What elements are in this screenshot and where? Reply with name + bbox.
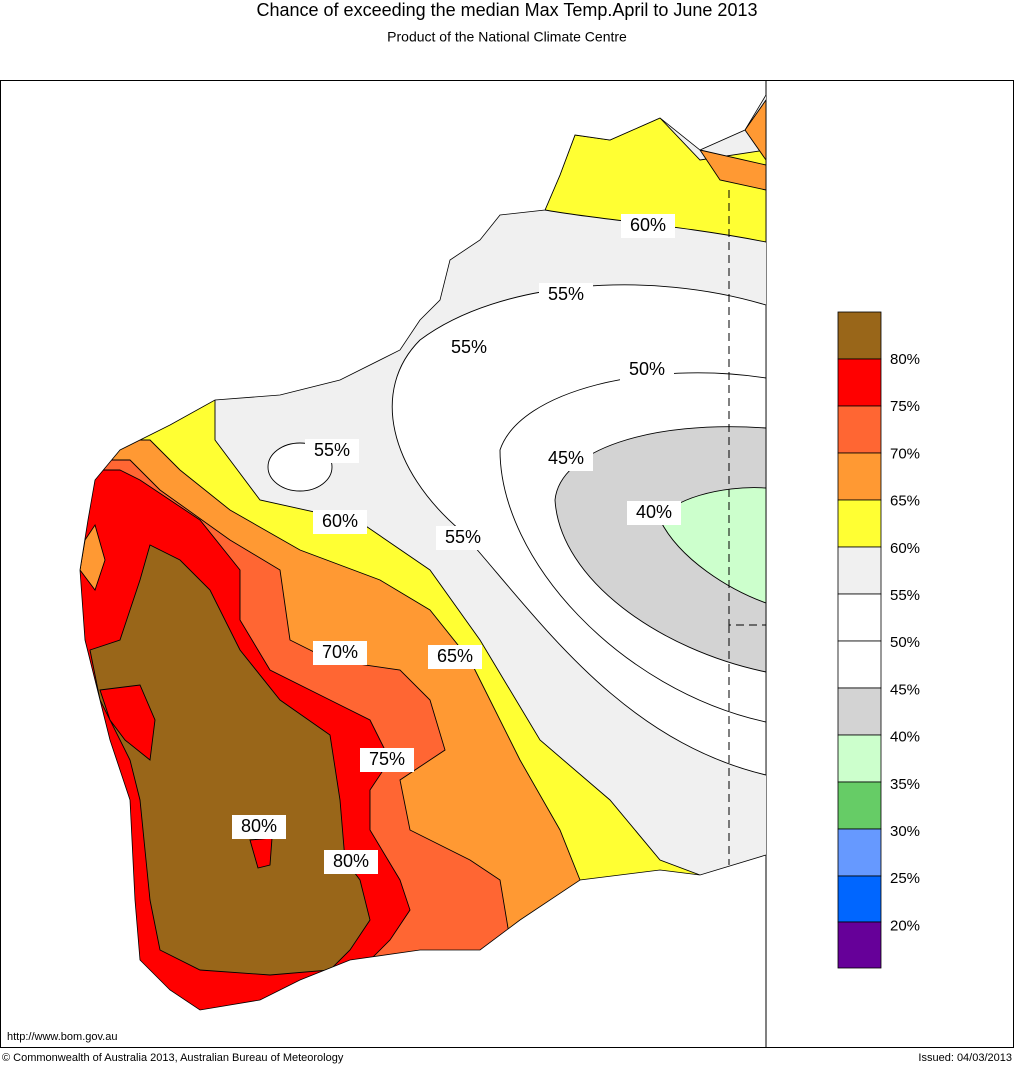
legend-swatch <box>837 734 882 783</box>
legend-label: 40% <box>890 729 920 746</box>
legend-swatch <box>837 311 882 360</box>
contour-label: 75% <box>369 749 405 769</box>
legend-swatch <box>837 640 882 689</box>
legend-label: 75% <box>890 398 920 415</box>
contour-label: 65% <box>437 646 473 666</box>
legend-swatch <box>837 358 882 407</box>
legend-swatch <box>837 828 882 877</box>
subtitle: Product of the National Climate Centre <box>387 29 627 45</box>
legend-label: 50% <box>890 634 920 651</box>
region-north-65-70 <box>699 98 766 191</box>
legend-swatch <box>837 875 882 923</box>
contour-label: 80% <box>241 816 277 836</box>
contour-label: 60% <box>322 511 358 531</box>
contour-label: 55% <box>548 284 584 304</box>
legend-labels: 80% 75% 70% 65% 60% 55% 50% 45% 40% 35% 30% 25% 20% <box>890 351 920 934</box>
legend-label: 70% <box>890 445 920 462</box>
legend-label: 65% <box>890 493 920 510</box>
legend-swatch <box>837 687 882 736</box>
region-40-45 <box>554 426 766 673</box>
legend-swatch <box>837 452 882 501</box>
legend-swatch <box>837 921 882 969</box>
contour-label: 55% <box>445 527 481 547</box>
contour-label: 70% <box>322 642 358 662</box>
legend-label: 80% <box>890 351 920 368</box>
legend-label: 35% <box>890 776 920 793</box>
coastline <box>79 94 767 1011</box>
legend-swatch <box>837 593 882 642</box>
map-regions <box>80 95 766 1010</box>
legend-label: 60% <box>890 540 920 557</box>
contour-labels: 60% 55% 55% 50% 55% 45% 40% 60% 55% 70% … <box>232 214 681 874</box>
region-80 <box>89 544 371 976</box>
contour-label: 40% <box>636 502 672 522</box>
region-65-70-patch <box>80 523 106 591</box>
legend-label: 30% <box>890 823 920 840</box>
contour-label: 60% <box>630 215 666 235</box>
contour-label: 50% <box>629 359 665 379</box>
legend-label: 20% <box>890 917 920 934</box>
legend-swatch <box>837 405 882 454</box>
legend <box>837 311 882 969</box>
footer-url: http://www.bom.gov.au <box>7 1031 117 1043</box>
legend-swatch <box>837 781 882 830</box>
contour-label: 55% <box>314 440 350 460</box>
legend-swatch <box>837 499 882 548</box>
contour-label: 80% <box>333 851 369 871</box>
contour-label: 55% <box>451 337 487 357</box>
legend-label: 45% <box>890 681 920 698</box>
legend-label: 55% <box>890 587 920 604</box>
state-border <box>728 190 766 865</box>
footer-issued: Issued: 04/03/2013 <box>918 1052 1012 1064</box>
legend-label: 25% <box>890 870 920 887</box>
title: Chance of exceeding the median Max Temp.… <box>257 0 758 20</box>
footer-copyright: © Commonwealth of Australia 2013, Austra… <box>2 1052 344 1064</box>
legend-swatch <box>837 546 882 595</box>
contour-label: 45% <box>548 448 584 468</box>
